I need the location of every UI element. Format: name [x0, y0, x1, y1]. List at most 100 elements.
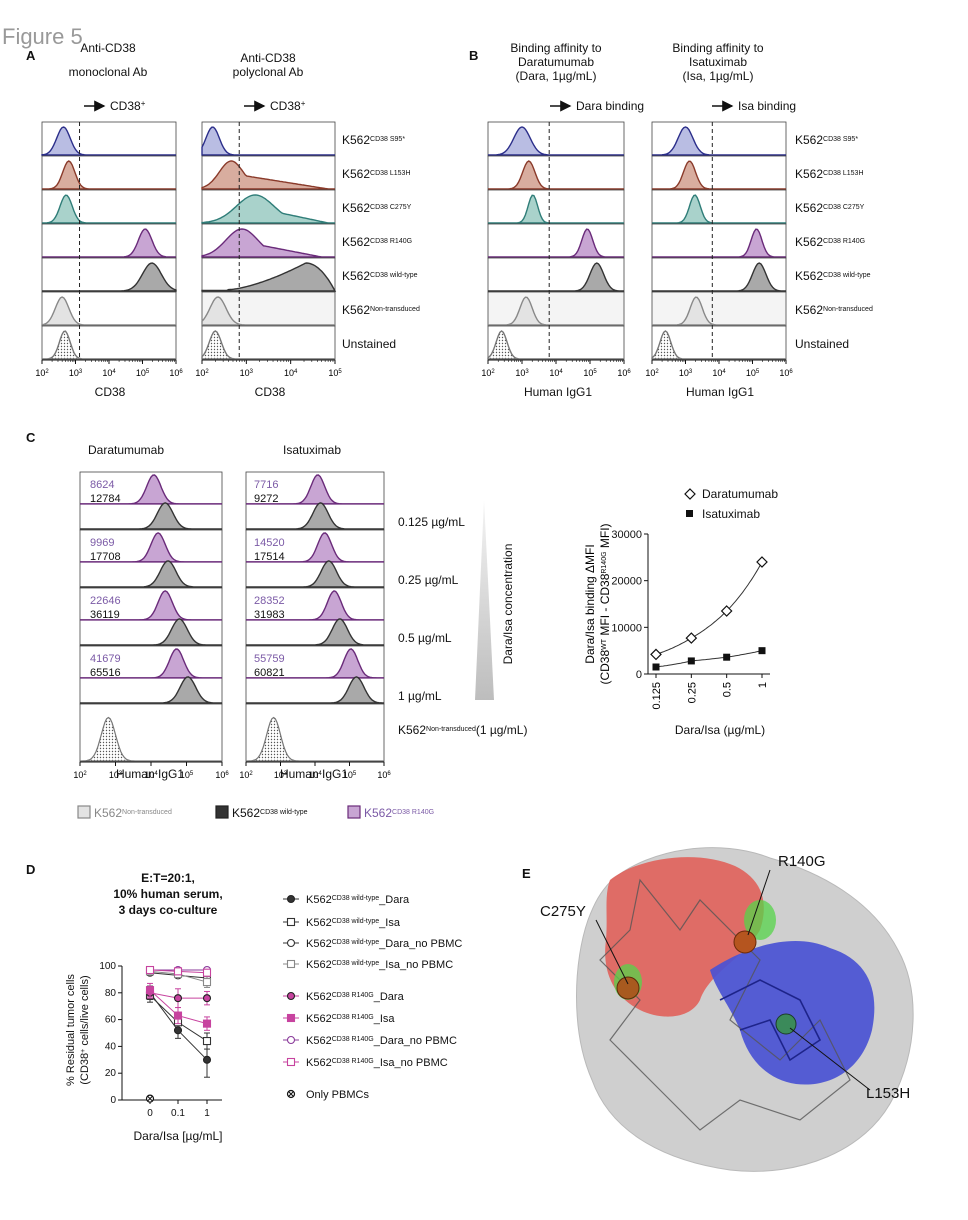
row-label-b-4: K562CD38 wild-type [795, 269, 871, 283]
figure-title: Figure 5 [2, 24, 83, 49]
x-tick-label: 106 [779, 368, 793, 378]
isa-r140g-mfi-2: 28352 [254, 595, 285, 607]
legend-dara-label: Daratumumab [702, 487, 778, 501]
isa-r140g-mfi-1: 14520 [254, 537, 285, 549]
x-tick-label: 104 [144, 770, 158, 780]
r140g-pointer [747, 869, 771, 936]
d-point-5-2 [202, 1019, 212, 1028]
d-y-tick-label-1: 20 [105, 1068, 117, 1079]
delta-x-tick-label-0: 0.125 [651, 682, 663, 710]
delta-y-tick-label-2: 20000 [611, 576, 642, 588]
histogram-curve-4 [652, 262, 786, 292]
label-c275y: C275Y [540, 903, 586, 920]
x-tick-label: 102 [481, 368, 495, 378]
panel-b-title-2a: Binding affinity to [672, 41, 763, 55]
histogram-curve-2 [201, 194, 335, 224]
legend-d-label-2: K562CD38 wild-type_Dara_no PBMC [306, 938, 462, 950]
delta-y-label-2: (CD38WT MFI - CD38R140G MFI) [598, 523, 612, 684]
legend-c-label-2: K562CD38 R140G [364, 806, 434, 820]
row-label-a-6: Unstained [342, 337, 396, 351]
panel-b-title-1b: Daratumumab [518, 55, 594, 69]
d-point-7-2 [202, 968, 212, 977]
panel-b-title-1a: Binding affinity to [510, 41, 601, 55]
row-label-a-1: K562CD38 L153H [342, 167, 411, 181]
legend-d-label-1: K562CD38 wild-type_Isa [306, 917, 401, 929]
legend-d-marker-0 [286, 894, 296, 904]
dara-wt-mfi-1: 17708 [90, 551, 121, 563]
row-label-a-2: K562CD38 C275Y [342, 201, 412, 215]
histogram-c-row-2 [245, 587, 385, 647]
x-tick-label: 104 [284, 368, 298, 378]
histogram-curve-5 [41, 296, 176, 326]
panel-d-title-3: 3 days co-culture [119, 903, 218, 917]
isa-wt-mfi-3: 60821 [254, 667, 285, 679]
x-tick-label: 102 [35, 368, 49, 378]
dara-point-0 [650, 648, 662, 661]
x-tick-label: 105 [328, 368, 342, 378]
histogram-curve-1 [201, 160, 335, 190]
histogram-row-1 [487, 155, 625, 191]
nt-curve [246, 716, 384, 762]
histogram-curve-4 [488, 262, 624, 292]
histogram-stack-b2: 102 103 104 105 106 [645, 121, 793, 378]
x-tick-label: 104 [549, 368, 563, 378]
x-axis-label-a2: CD38 [255, 385, 286, 399]
d-point-5-0 [145, 986, 155, 995]
d-point-7-1 [173, 967, 183, 976]
delta-y-tick-label-3: 30000 [611, 529, 642, 541]
histogram-curve-6 [201, 330, 335, 360]
row-label-a-4: K562CD38 wild-type [342, 269, 418, 283]
x-tick-label: 106 [169, 368, 183, 378]
histogram-curve-3 [488, 228, 624, 258]
label-r140g: R140G [778, 853, 826, 870]
gate-label-b2: Isa binding [738, 99, 796, 113]
d-y-tick-label-4: 80 [105, 988, 117, 999]
x-tick-label: 102 [73, 770, 87, 780]
panel-d-title-2: 10% human serum, [113, 887, 222, 901]
concentration-labels: 0.125 µg/mL 0.25 µg/mL 0.5 µg/mL 1 µg/mL [398, 515, 465, 703]
panel-e: E R140G C275Y L153H [522, 847, 914, 1172]
x-tick-label: 104 [712, 368, 726, 378]
l153h-pointer [789, 1027, 871, 1091]
histogram-curve-0 [41, 126, 176, 156]
protein-backbone-trace-blue [719, 979, 822, 1062]
histogram-curve-6 [487, 330, 624, 360]
d-y-tick-label-2: 40 [105, 1041, 117, 1052]
wt-curve-2 [80, 618, 222, 646]
histogram-curve-1 [652, 160, 786, 190]
isa-point-3 [758, 647, 766, 655]
histogram-row-2 [487, 189, 625, 225]
panel-b-title-2c: (Isa, 1µg/mL) [683, 69, 754, 83]
legend-d-marker-1 [286, 917, 296, 927]
histogram-curve-2 [652, 194, 786, 224]
dara-point-1 [685, 632, 698, 644]
legend-d-marker-5 [286, 1013, 296, 1023]
histogram-curve-0 [652, 126, 786, 156]
gate-label-a1: CD38+ [110, 99, 146, 114]
histogram-curve-3 [42, 228, 176, 258]
legend-d-label-5: K562CD38 R140G_Isa [306, 1013, 395, 1025]
residual-tumor-chart: 0 20 40 60 80 100 0 0.1 1 [99, 961, 222, 1119]
x-tick-label: 103 [274, 770, 288, 780]
histogram-row-5 [487, 291, 625, 327]
wt-curve-0 [80, 502, 222, 530]
legend-d-marker-4 [286, 991, 296, 1001]
isa-point-0 [652, 663, 660, 671]
x-axis-label-d: Dara/Isa [µg/mL] [134, 1129, 223, 1143]
histogram-curve-2 [42, 194, 176, 224]
y-axis-label-d-2: (CD38+ cells/live cells) [79, 975, 91, 1084]
histogram-curve-4 [42, 262, 177, 292]
x-axis-label-b2: Human IgG1 [686, 385, 754, 399]
dara-point-3 [756, 556, 768, 568]
legend-d-label-4: K562CD38 R140G_Dara [306, 991, 405, 1003]
histogram-row-2 [651, 189, 787, 225]
concentration-gradient-label: Dara/Isa concentration [501, 544, 515, 665]
histogram-row-3 [41, 223, 177, 259]
x-axis-label-c2: Human IgG1 [280, 767, 348, 781]
isa-r140g-mfi-3: 55759 [254, 653, 285, 665]
histogram-stack-c2: 102 103 104 105 106 [239, 471, 391, 780]
d-x-tick-label-0: 0 [147, 1108, 153, 1119]
row-labels-b: K562CD38 S95* K562CD38 L153H K562CD38 C275… [795, 133, 873, 351]
row-label-a-5: K562Non-transduced [342, 303, 420, 317]
legend-d-label-6: K562CD38 R140G_Dara_no PBMC [306, 1035, 457, 1047]
